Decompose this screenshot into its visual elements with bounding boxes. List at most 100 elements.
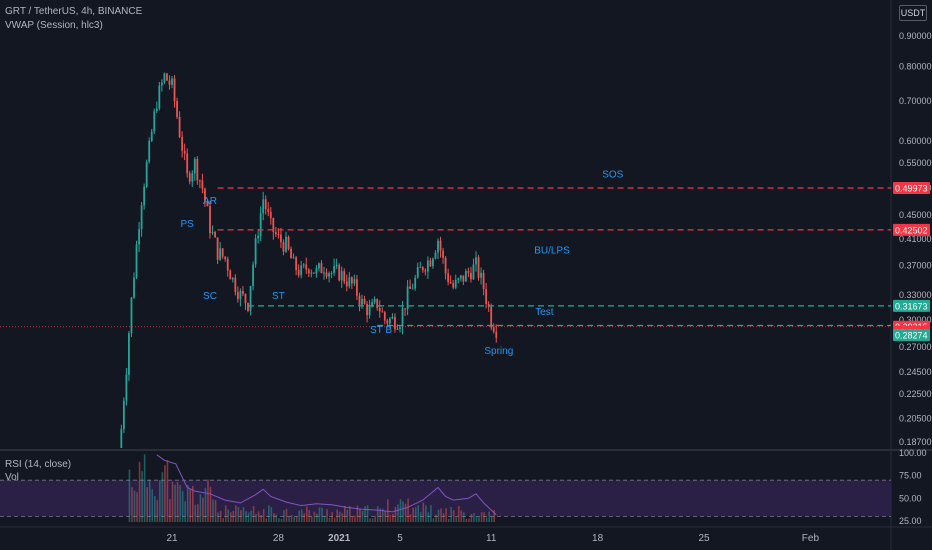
candle-body [366, 303, 368, 316]
volume-bar [465, 518, 468, 522]
volume-bar [427, 512, 430, 522]
volume-bar [197, 504, 199, 522]
symbol-title: GRT / TetherUS, 4h, BINANCE [5, 6, 143, 17]
candle-body [399, 327, 401, 330]
volume-bar [402, 501, 404, 522]
volume-bar [214, 500, 217, 522]
currency-button[interactable]: USDT [899, 5, 927, 21]
candle-body [383, 312, 386, 321]
candle-body [307, 269, 310, 274]
candle-body [464, 271, 467, 282]
volume-bar [468, 518, 470, 522]
volume-bar [171, 481, 174, 522]
volume-bar [432, 518, 435, 522]
price-tick-label: 0.37000 [899, 261, 932, 271]
volume-bar [252, 505, 255, 522]
candle-body [338, 264, 341, 281]
volume-bar [422, 502, 425, 522]
candle-body [176, 101, 178, 118]
candle-body [221, 248, 224, 257]
candle-body [470, 272, 472, 280]
candle-body [150, 131, 153, 141]
volume-bar [478, 517, 480, 522]
candle-body [183, 150, 186, 154]
candle-body [394, 316, 396, 330]
price-tick-label: 0.30000 [899, 315, 932, 325]
candle-body [373, 298, 376, 303]
candle-body [219, 248, 222, 260]
candle-body [300, 265, 303, 276]
time-tick-label: Feb [802, 533, 820, 544]
volume-bar [176, 482, 179, 522]
price-tick-label: 0.41000 [899, 234, 932, 244]
candle-body [128, 333, 130, 375]
wyckoff-annotation: SOS [602, 170, 623, 181]
volume-bar [219, 510, 222, 522]
time-tick-label: 25 [698, 533, 710, 544]
volume-bar [311, 516, 313, 522]
volume-bar [184, 501, 186, 522]
candle-body [449, 282, 452, 284]
volume-label[interactable]: Vol [5, 472, 19, 483]
candle-body [231, 277, 234, 280]
volume-bar [374, 516, 376, 522]
volume-bar [404, 503, 407, 522]
volume-bar [318, 507, 321, 522]
price-tick-label: 0.18700 [899, 437, 932, 447]
candle-body [130, 297, 133, 334]
candle-body [290, 248, 292, 259]
time-tick-label: 18 [592, 533, 604, 544]
volume-bar [204, 488, 207, 522]
wyckoff-annotation: ST B [370, 325, 392, 336]
candle-body [363, 298, 366, 304]
candle-body [277, 233, 280, 235]
candle-body [249, 286, 252, 311]
candle-body [378, 307, 381, 312]
volume-bar [151, 489, 154, 522]
volume-bar [290, 514, 293, 522]
rsi-tick-label: 75.00 [899, 471, 922, 481]
candle-body [457, 278, 460, 280]
vwap-indicator-label[interactable]: VWAP (Session, hlc3) [5, 20, 103, 31]
volume-bar [257, 511, 260, 522]
candle-body [287, 236, 290, 249]
candle-body [292, 257, 295, 259]
volume-bar [343, 505, 346, 522]
candle-body [386, 320, 389, 324]
volume-bar [450, 507, 452, 522]
price-label-text: 0.42502 [895, 225, 928, 235]
price-tick-label: 0.55000 [899, 158, 932, 168]
volume-bar [265, 518, 268, 522]
volume-bar [235, 505, 237, 522]
volume-bar [387, 499, 389, 522]
candle-body [340, 271, 343, 281]
volume-bar [366, 505, 369, 522]
volume-bar [128, 469, 131, 522]
candle-body [196, 158, 199, 181]
time-tick-label: 21 [166, 533, 178, 544]
candle-body [328, 273, 330, 277]
volume-bar [313, 511, 316, 522]
candle-body [234, 277, 237, 293]
candle-body [206, 200, 209, 207]
candle-body [424, 270, 427, 272]
volume-bar [379, 508, 382, 522]
wyckoff-annotation: BU/LPS [534, 245, 570, 256]
volume-bar [133, 490, 136, 522]
volume-bar [435, 514, 437, 522]
candle-body [201, 180, 204, 189]
volume-bar [475, 516, 478, 522]
candle-body [211, 232, 214, 234]
volume-bar [323, 515, 326, 522]
rsi-title[interactable]: RSI (14, close) [5, 459, 72, 470]
rsi-tick-label: 100.00 [899, 448, 927, 458]
volume-bar [470, 513, 473, 522]
volume-bar [442, 513, 445, 522]
volume-bar [371, 518, 374, 522]
candle-body [252, 264, 254, 287]
candle-body [426, 260, 429, 272]
volume-group [128, 454, 496, 522]
candle-body [429, 260, 432, 267]
candle-body [133, 277, 135, 298]
